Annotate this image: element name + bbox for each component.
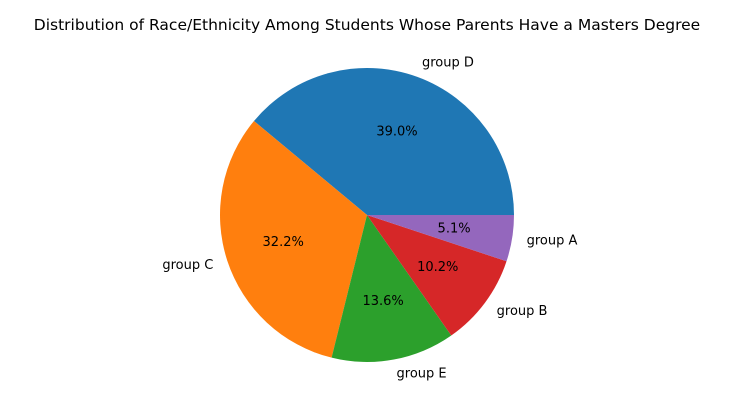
slice-percent-label: 13.6%: [362, 294, 403, 309]
slice-percent-label: 32.2%: [263, 235, 304, 250]
slice-label: group C: [162, 258, 213, 273]
slice-percent-label: 39.0%: [376, 125, 417, 140]
pie-slice-group-a: [367, 215, 514, 262]
pie-labels: group D 39.0% group C 32.2% group E 13.6% grou…: [162, 55, 577, 381]
chart-title: Distribution of Race/Ethnicity Among Stu…: [34, 16, 700, 34]
pie-slices: [220, 68, 514, 362]
pie-slice-group-e: [331, 215, 452, 362]
slice-label: group D: [422, 55, 474, 70]
pie-slice-group-b: [367, 215, 507, 336]
slice-label: group E: [397, 366, 447, 381]
pie-slice-group-c: [220, 121, 367, 358]
slice-label: group B: [497, 304, 548, 319]
slice-label: group A: [527, 233, 578, 248]
pie-slice-group-d: [253, 68, 514, 216]
slice-percent-label: 10.2%: [417, 260, 458, 275]
slice-percent-label: 5.1%: [438, 222, 471, 237]
